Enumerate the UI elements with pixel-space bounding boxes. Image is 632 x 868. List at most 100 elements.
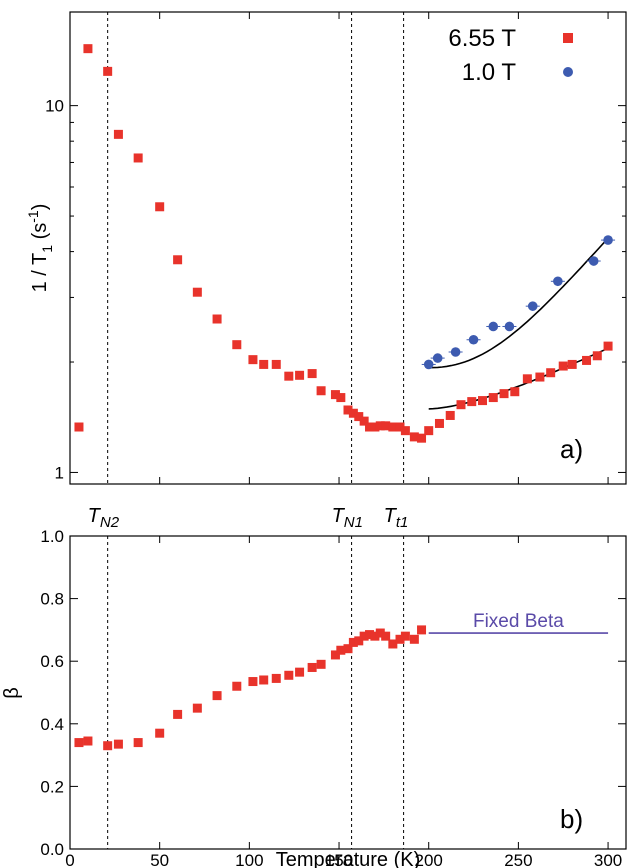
point-6-55T xyxy=(343,405,353,415)
panel-b-y-tick-label: 1.0 xyxy=(40,527,64,546)
point-beta xyxy=(307,662,317,672)
point-beta xyxy=(343,644,353,654)
panel-b-series xyxy=(74,625,427,751)
panel-b-x-tick-label: 200 xyxy=(415,851,443,868)
fixed-beta-line-group: Fixed Beta xyxy=(428,611,609,634)
fit-curve-0 xyxy=(428,237,609,369)
point-6-55T xyxy=(155,202,165,212)
panel-b-y-tick-label: 0.4 xyxy=(40,715,64,734)
point-6-55T xyxy=(400,426,410,436)
point-1-0T xyxy=(432,353,443,363)
point-6-55T xyxy=(522,374,532,384)
point-6-55T xyxy=(535,372,545,382)
point-beta xyxy=(173,709,183,719)
point-beta xyxy=(417,625,427,635)
fixed-beta-label: Fixed Beta xyxy=(473,611,564,632)
point-beta xyxy=(316,659,326,669)
point-6-55T xyxy=(558,361,568,371)
panel-b-y-ticks: 0.0 0.2 0.4 0.6 0.8 1.0 xyxy=(40,527,626,859)
point-1-0T xyxy=(423,359,434,370)
point-beta xyxy=(259,675,269,685)
legend-marker-1-0T xyxy=(563,67,573,77)
point-6-55T xyxy=(248,355,258,365)
point-6-55T xyxy=(499,389,509,399)
point-6-55T xyxy=(434,418,444,428)
point-6-55T xyxy=(271,359,281,369)
point-beta xyxy=(375,628,385,638)
point-1-0T xyxy=(603,235,613,245)
panel-b-x-ticks: 0 50 100 150 200 250 300 xyxy=(65,536,622,868)
panel-b-x-tick-label: 300 xyxy=(594,851,622,868)
point-6-55T xyxy=(409,432,419,442)
point-beta xyxy=(74,738,84,748)
panel-b-y-tick-label: 0.2 xyxy=(40,777,64,796)
panel-a-x-ticks xyxy=(69,12,609,484)
panel-b-y-tick-label: 0.6 xyxy=(40,652,64,671)
point-6-55T xyxy=(336,393,346,403)
panel-b-x-tick-label: 250 xyxy=(504,851,532,868)
point-6-55T xyxy=(488,393,498,403)
point-6-55T xyxy=(133,153,143,163)
panel-b-y-axis-title: β xyxy=(1,687,23,699)
point-1-0T xyxy=(588,256,599,266)
point-6-55T xyxy=(74,422,84,432)
transition-labels: TN2 TN1 Tt1 xyxy=(88,505,409,531)
point-1-0T xyxy=(527,301,538,311)
point-beta xyxy=(359,631,369,641)
point-beta xyxy=(248,677,258,687)
point-6-55T xyxy=(212,314,222,324)
panel-b: 0 50 100 150 200 250 300 0.0 0.2 0.4 0.6 0.8 1.0 Fi… xyxy=(1,527,627,868)
point-6-55T xyxy=(173,255,183,265)
panel-b-x-tick-label: 100 xyxy=(235,851,263,868)
point-6-55T xyxy=(417,433,427,443)
point-6-55T xyxy=(478,396,488,406)
panel-b-frame xyxy=(69,535,627,850)
point-6-55T xyxy=(567,359,577,369)
point-6-55T xyxy=(388,422,398,432)
point-beta xyxy=(370,631,380,641)
point-6-55T xyxy=(592,351,602,361)
point-6-55T xyxy=(316,386,326,396)
point-beta xyxy=(212,691,222,701)
point-beta xyxy=(271,673,281,683)
point-6-55T xyxy=(113,129,123,139)
point-6-55T xyxy=(370,422,380,432)
point-beta xyxy=(83,736,93,746)
point-1-0T xyxy=(468,334,479,345)
point-beta xyxy=(388,639,398,649)
point-6-55T xyxy=(456,400,466,410)
legend-marker-6-55T xyxy=(563,33,573,43)
point-beta xyxy=(395,634,405,644)
point-beta xyxy=(336,645,346,655)
legend-label-1-0T: 1.0 T xyxy=(462,59,517,86)
point-beta xyxy=(113,739,123,749)
point-beta xyxy=(192,703,202,713)
point-beta xyxy=(284,670,294,680)
point-6-55T xyxy=(603,341,613,351)
point-6-55T xyxy=(375,421,385,431)
panel-a-y-tick-label: 1 xyxy=(55,463,64,482)
point-6-55T xyxy=(354,412,364,422)
point-1-0T xyxy=(504,321,515,332)
point-beta xyxy=(103,741,113,751)
y-title-superscript: -1 xyxy=(25,210,41,223)
point-6-55T xyxy=(259,359,269,369)
panel-a-label: a) xyxy=(560,434,583,464)
point-6-55T xyxy=(365,422,375,432)
panel-a-fit-curves xyxy=(428,237,609,410)
point-6-55T xyxy=(103,66,113,76)
panel-b-x-tick-label: 50 xyxy=(150,851,169,868)
y-title-subscript: 1 xyxy=(39,245,55,253)
panel-b-transition-lines xyxy=(107,536,405,849)
point-beta xyxy=(400,631,410,641)
point-6-55T xyxy=(546,368,556,378)
panel-a-transition-lines xyxy=(107,12,405,484)
point-beta xyxy=(133,738,143,748)
point-1-0T xyxy=(553,276,563,287)
point-6-55T xyxy=(582,355,592,365)
point-6-55T xyxy=(284,371,294,381)
point-beta xyxy=(409,634,419,644)
point-beta xyxy=(365,630,375,640)
point-6-55T xyxy=(395,422,405,432)
